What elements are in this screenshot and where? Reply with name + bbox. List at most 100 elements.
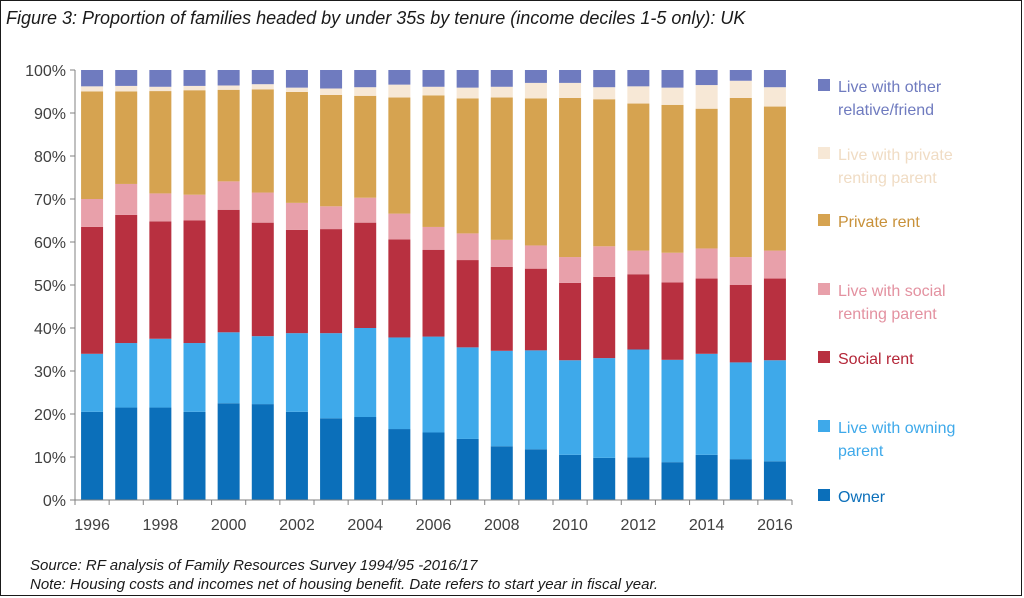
bar-segment-2009-0 — [524, 449, 547, 500]
bar-segment-2011-0 — [593, 457, 616, 500]
bar-segment-2010-1 — [559, 360, 582, 455]
bar-segment-2014-6 — [695, 70, 718, 86]
bar-segment-2003-3 — [320, 206, 343, 230]
legend-label: Owner — [838, 489, 886, 506]
bar-segment-2002-5 — [285, 87, 308, 92]
y-tick-label: 20% — [34, 407, 66, 424]
bar-segment-2002-6 — [285, 70, 308, 88]
bar-segment-2005-3 — [388, 213, 411, 240]
bar-segment-1996-1 — [81, 353, 104, 412]
bar-segment-2002-0 — [285, 411, 308, 500]
bar-segment-2012-6 — [627, 70, 650, 87]
bar-segment-2009-4 — [524, 98, 547, 246]
bar-segment-2015-2 — [729, 285, 752, 363]
bar-segment-2005-1 — [388, 337, 411, 430]
bar-segment-1997-1 — [115, 343, 138, 408]
y-tick-label: 60% — [34, 235, 66, 252]
housing-note: Note: Housing costs and incomes net of h… — [30, 576, 659, 593]
x-tick-label: 2016 — [757, 517, 793, 534]
bar-segment-2003-4 — [320, 94, 343, 207]
bar-segment-2011-6 — [593, 70, 616, 88]
x-tick-label: 2002 — [279, 517, 315, 534]
bar-segment-2001-4 — [251, 89, 274, 193]
bar-segment-2016-3 — [763, 250, 786, 279]
bar-segment-2010-5 — [559, 82, 582, 98]
bar-segment-2005-4 — [388, 97, 411, 214]
bar-segment-2001-0 — [251, 404, 274, 500]
bar-segment-2016-0 — [763, 461, 786, 500]
bar-segment-2001-6 — [251, 70, 274, 85]
y-tick-label: 100% — [25, 63, 66, 80]
bar-segment-2009-3 — [524, 245, 547, 269]
bar-segment-2015-5 — [729, 80, 752, 98]
legend-label: Live with private — [838, 147, 953, 164]
bar-segment-1997-3 — [115, 183, 138, 215]
bar-segment-1998-5 — [149, 86, 172, 92]
y-tick-label: 30% — [34, 364, 66, 381]
bar-segment-2000-4 — [217, 89, 240, 182]
chart-title: Figure 3: Proportion of families headed … — [6, 8, 746, 28]
legend-swatch — [818, 283, 830, 295]
bar-segment-1999-3 — [183, 194, 206, 221]
legend-label: renting parent — [838, 170, 937, 187]
bar-segment-2005-6 — [388, 70, 411, 85]
legend-label: Private rent — [838, 214, 920, 231]
bar-segment-2002-4 — [285, 91, 308, 203]
bar-segment-2015-1 — [729, 362, 752, 460]
bar-segment-2016-1 — [763, 360, 786, 462]
bar-segment-2011-1 — [593, 358, 616, 458]
x-tick-label: 2006 — [416, 517, 452, 534]
bar-segment-2002-3 — [285, 202, 308, 230]
source-note: Source: RF analysis of Family Resources … — [30, 557, 478, 574]
legend-swatch — [818, 214, 830, 226]
bar-segment-2007-2 — [456, 260, 479, 348]
bar-segment-2003-1 — [320, 333, 343, 419]
bar-segment-2011-4 — [593, 99, 616, 247]
x-tick-label: 2012 — [621, 517, 657, 534]
legend-swatch — [818, 351, 830, 363]
bar-segment-2002-2 — [285, 229, 308, 334]
bar-segment-1999-5 — [183, 85, 206, 91]
bar-segment-1999-6 — [183, 70, 206, 86]
bar-segment-2006-0 — [422, 432, 445, 500]
bar-segment-2001-2 — [251, 222, 274, 337]
bar-segment-2016-5 — [763, 87, 786, 107]
bar-segment-2013-1 — [661, 359, 684, 463]
bar-segment-1999-2 — [183, 220, 206, 344]
bar-segment-2015-0 — [729, 459, 752, 500]
bar-segment-2000-6 — [217, 70, 240, 86]
legend-label: Live with social — [838, 283, 946, 300]
bar-segment-2009-2 — [524, 268, 547, 351]
chart-footer: Source: RF analysis of Family Resources … — [30, 556, 658, 594]
bar-segment-2010-3 — [559, 257, 582, 283]
bar-segment-1998-6 — [149, 70, 172, 87]
bar-segment-2004-5 — [354, 87, 377, 96]
x-tick-label: 1996 — [74, 517, 110, 534]
bar-segment-1996-6 — [81, 70, 104, 87]
bar-segment-2004-3 — [354, 197, 377, 223]
y-tick-label: 10% — [34, 450, 66, 467]
bar-segment-2012-3 — [627, 250, 650, 275]
bar-segment-2006-6 — [422, 70, 445, 87]
bar-segment-2006-2 — [422, 249, 445, 337]
bar-segment-1998-3 — [149, 193, 172, 222]
bar-segment-2014-4 — [695, 108, 718, 249]
bar-segment-2010-0 — [559, 454, 582, 500]
bar-segment-2001-5 — [251, 84, 274, 90]
bar-segment-2000-0 — [217, 403, 240, 500]
bar-segment-1996-2 — [81, 226, 104, 354]
bar-segment-2001-3 — [251, 192, 274, 223]
bar-segment-2008-0 — [490, 446, 513, 500]
bar-segment-2015-3 — [729, 257, 752, 285]
bar-segment-2016-6 — [763, 70, 786, 88]
bar-segment-2010-6 — [559, 70, 582, 83]
bar-segment-2013-2 — [661, 282, 684, 360]
bar-segment-2005-5 — [388, 84, 411, 98]
bar-segment-2007-0 — [456, 438, 479, 500]
y-tick-label: 50% — [34, 278, 66, 295]
bar-segment-2016-4 — [763, 106, 786, 251]
bar-segment-2001-1 — [251, 336, 274, 405]
y-tick-label: 90% — [34, 106, 66, 123]
bar-segment-2013-3 — [661, 252, 684, 283]
